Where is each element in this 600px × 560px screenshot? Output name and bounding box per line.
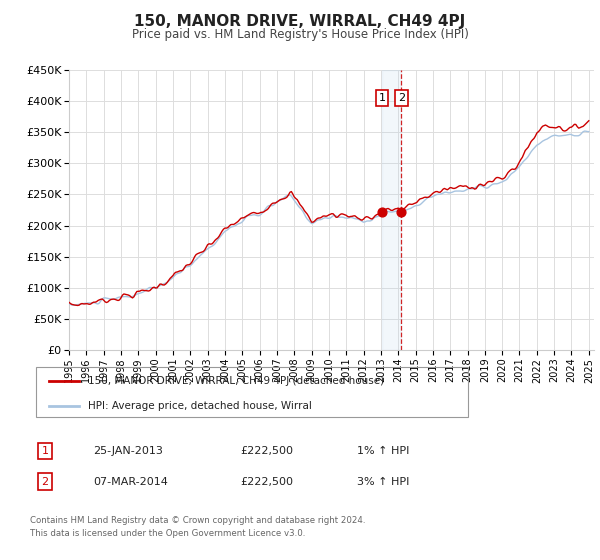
Text: £222,500: £222,500 bbox=[240, 446, 293, 456]
Text: This data is licensed under the Open Government Licence v3.0.: This data is licensed under the Open Gov… bbox=[30, 529, 305, 538]
Text: 3% ↑ HPI: 3% ↑ HPI bbox=[357, 477, 409, 487]
Text: 1: 1 bbox=[379, 93, 386, 103]
Text: 150, MANOR DRIVE, WIRRAL, CH49 4PJ: 150, MANOR DRIVE, WIRRAL, CH49 4PJ bbox=[134, 14, 466, 29]
Text: Contains HM Land Registry data © Crown copyright and database right 2024.: Contains HM Land Registry data © Crown c… bbox=[30, 516, 365, 525]
Text: 07-MAR-2014: 07-MAR-2014 bbox=[93, 477, 168, 487]
Text: 150, MANOR DRIVE, WIRRAL, CH49 4PJ (detached house): 150, MANOR DRIVE, WIRRAL, CH49 4PJ (deta… bbox=[88, 376, 384, 386]
Text: £222,500: £222,500 bbox=[240, 477, 293, 487]
Point bbox=[377, 207, 387, 216]
Text: 1: 1 bbox=[41, 446, 49, 456]
Text: 25-JAN-2013: 25-JAN-2013 bbox=[93, 446, 163, 456]
Text: 2: 2 bbox=[41, 477, 49, 487]
Bar bbox=[382, 70, 401, 350]
Text: Price paid vs. HM Land Registry's House Price Index (HPI): Price paid vs. HM Land Registry's House … bbox=[131, 28, 469, 41]
Point bbox=[397, 207, 406, 216]
Text: 1% ↑ HPI: 1% ↑ HPI bbox=[357, 446, 409, 456]
Text: 2: 2 bbox=[398, 93, 405, 103]
Text: HPI: Average price, detached house, Wirral: HPI: Average price, detached house, Wirr… bbox=[88, 401, 312, 411]
